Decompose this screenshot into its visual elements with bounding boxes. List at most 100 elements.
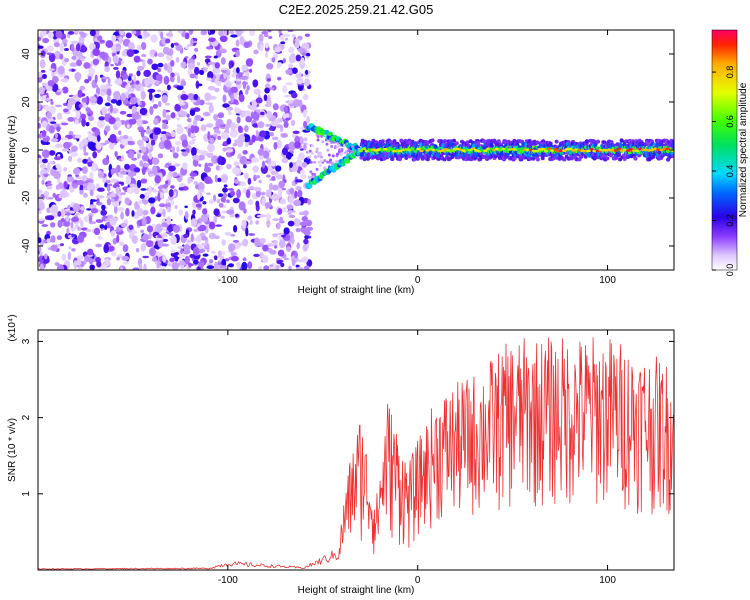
spectrogram-cell	[310, 175, 314, 179]
spectrogram-cell	[133, 55, 141, 63]
spectrogram-cell	[261, 160, 266, 169]
spectrogram-cell	[142, 209, 149, 216]
spectrogram-cell	[535, 157, 540, 162]
spectrogram-cell	[236, 188, 241, 199]
spectrogram-cell	[122, 74, 129, 80]
spectrogram-y-ticks: -40 -20 0 20 40	[21, 48, 674, 253]
spectrogram-cell	[182, 162, 188, 170]
spectrogram-cell	[617, 153, 621, 157]
spectrogram-cell	[277, 249, 285, 257]
spectrogram-cell	[137, 98, 141, 106]
spectrogram-cell	[126, 124, 130, 129]
spectrogram-cell	[199, 69, 205, 76]
spectrogram-cell	[128, 73, 133, 77]
spectrogram-cell	[613, 149, 619, 152]
spectrogram-cell	[238, 112, 242, 115]
spectrogram-cell	[280, 133, 288, 138]
spectrogram-cell	[38, 86, 45, 95]
spectrogram-cell	[151, 188, 158, 193]
spectrogram-cell	[299, 169, 306, 174]
spectrogram-cell	[305, 52, 311, 57]
spectrogram-cell	[54, 104, 63, 108]
spectrogram-cell	[203, 67, 208, 73]
spectrogram-cell	[188, 140, 195, 145]
spectrogram-cell	[138, 263, 143, 270]
spectrogram-cell	[193, 107, 201, 112]
spectrogram-cell	[419, 149, 424, 153]
spectrogram-cell	[244, 161, 252, 165]
spectrogram-cell	[209, 95, 217, 100]
spectrogram-cell	[175, 56, 180, 63]
spectrogram-cell	[135, 80, 140, 85]
spectrogram-cell	[50, 244, 58, 252]
spectrogram-cell	[305, 69, 309, 75]
spectrogram-cell	[534, 149, 540, 153]
spectrogram-cell	[177, 30, 184, 34]
spectrogram-cell	[191, 146, 197, 157]
spectrogram-cell	[228, 30, 235, 35]
spectrogram-cell	[104, 139, 110, 145]
spectrogram-cell	[540, 147, 546, 151]
spectrogram-cell	[59, 53, 64, 60]
spectrogram-cell	[206, 243, 210, 253]
spectrogram-cell	[230, 255, 239, 262]
spectrogram-cell	[195, 234, 202, 244]
spectrogram-cell	[319, 159, 323, 163]
spectrogram-cell	[152, 256, 157, 262]
spectrogram-cell	[77, 157, 82, 163]
spectrogram-cell	[296, 77, 304, 85]
spectrogram-cell	[253, 186, 262, 192]
spectrogram-cell	[81, 118, 86, 127]
spectrogram-cell	[125, 84, 130, 90]
spectrogram-cell	[103, 243, 110, 254]
spectrogram-cell	[113, 66, 119, 70]
spectrogram-cell	[92, 48, 101, 57]
spectrogram-cell	[178, 209, 184, 216]
spectrogram-cell	[218, 30, 224, 37]
spectrogram-cell	[50, 167, 57, 176]
spectrogram-cell	[236, 262, 241, 267]
spectrogram-cell	[88, 257, 94, 265]
spectrogram-cell	[84, 78, 90, 84]
spectrogram-cell	[131, 157, 138, 161]
spectrogram-cell	[217, 193, 224, 198]
spectrogram-cell	[205, 77, 212, 82]
spectrogram-cell	[186, 118, 192, 123]
spectrogram-cell	[197, 83, 203, 87]
spectrogram-cell	[63, 180, 68, 189]
spectrogram-cell	[111, 107, 119, 114]
spectrogram-cell	[202, 200, 207, 205]
spectrogram-cell	[219, 35, 228, 43]
spectrogram-cell	[65, 216, 70, 222]
spectrogram-cell	[285, 69, 293, 75]
spectrogram-cell	[144, 77, 151, 87]
spectrogram-cell	[202, 111, 211, 117]
spectrogram-cell	[70, 221, 74, 229]
spectrogram-cell	[294, 190, 298, 199]
spectrogram-cell	[236, 67, 240, 74]
spectrogram-cell	[242, 149, 248, 155]
spectrogram-cell	[131, 210, 135, 217]
spectrogram-cell	[619, 138, 624, 143]
spectrogram-cell	[206, 265, 215, 270]
spectrogram-cell	[191, 138, 197, 142]
spectrogram-cell	[392, 139, 397, 144]
spectrogram-cell	[412, 153, 416, 158]
spectrogram-cell	[306, 259, 313, 267]
spectrogram-cell	[68, 155, 73, 162]
spectrogram-cell	[192, 209, 196, 216]
spectrogram-cell	[162, 183, 169, 189]
spectrogram-cell	[326, 148, 330, 152]
spectrogram-cell	[327, 153, 331, 157]
spectrogram-cell	[176, 246, 184, 250]
spectrogram-cell	[176, 85, 184, 91]
spectrogram-cell	[46, 45, 54, 52]
spectrogram-cell	[168, 189, 174, 198]
spectrogram-cell	[202, 208, 208, 215]
spectrogram-cell	[67, 116, 75, 122]
spectrogram-cell	[164, 63, 168, 71]
spectrogram-cell	[305, 219, 313, 227]
spectrogram-cell	[155, 223, 163, 233]
spectrogram-cell	[67, 30, 75, 35]
spectrogram-cell	[300, 126, 305, 131]
